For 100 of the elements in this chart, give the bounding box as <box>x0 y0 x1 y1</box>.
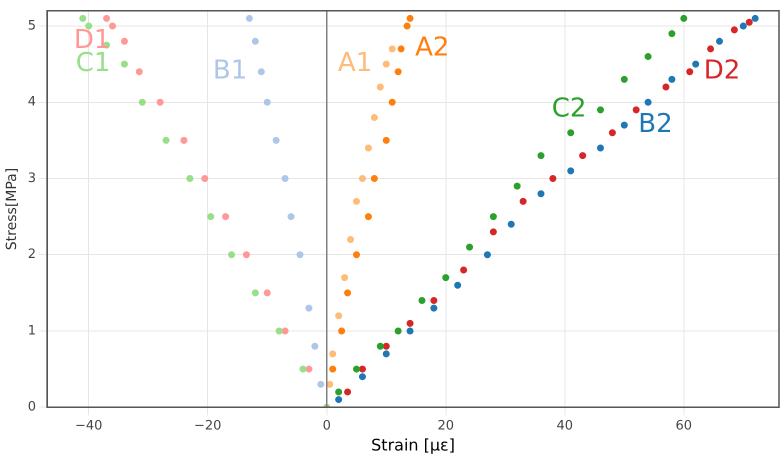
point <box>394 68 402 76</box>
point <box>296 251 304 258</box>
point <box>156 98 164 106</box>
point <box>608 129 616 136</box>
point <box>264 98 271 106</box>
y-tick-label: 2 <box>28 247 36 262</box>
point <box>490 213 497 220</box>
point <box>228 251 236 258</box>
point <box>252 289 259 296</box>
point <box>644 98 652 106</box>
point <box>382 342 390 350</box>
point <box>338 327 346 334</box>
point <box>382 350 390 358</box>
point <box>406 14 414 22</box>
y-tick-label: 1 <box>28 323 36 338</box>
point <box>394 327 402 334</box>
point <box>180 136 188 144</box>
point <box>370 175 378 182</box>
point <box>460 266 468 274</box>
point <box>276 327 283 334</box>
point <box>252 38 259 45</box>
point <box>430 304 438 312</box>
point <box>103 14 110 22</box>
point <box>335 312 342 320</box>
point <box>186 175 194 182</box>
point <box>353 251 360 258</box>
x-tick-label: 0 <box>322 418 331 434</box>
series-label: B1 <box>212 56 248 86</box>
point <box>398 45 405 52</box>
point <box>668 76 676 83</box>
point <box>707 45 714 52</box>
point <box>120 60 128 68</box>
series-label: B2 <box>638 108 673 139</box>
point <box>567 129 574 136</box>
point <box>549 175 556 182</box>
point <box>406 327 414 334</box>
x-tick-label: 40 <box>556 418 574 434</box>
point <box>344 388 352 396</box>
point <box>404 22 411 30</box>
point <box>644 53 652 60</box>
point <box>329 350 336 358</box>
point <box>537 190 544 198</box>
point <box>264 289 271 296</box>
point <box>201 175 208 182</box>
point <box>305 304 312 312</box>
x-tick-label: 60 <box>676 418 692 434</box>
point <box>716 38 723 45</box>
point <box>388 45 396 52</box>
point <box>358 175 366 182</box>
y-tick-label: 4 <box>28 94 36 110</box>
point <box>370 114 378 122</box>
point <box>344 289 352 296</box>
point <box>364 213 372 220</box>
x-tick-label: −20 <box>194 418 222 434</box>
point <box>246 14 253 22</box>
point <box>299 366 306 373</box>
point <box>282 327 289 334</box>
point <box>508 220 515 228</box>
point <box>120 38 128 45</box>
point <box>730 26 738 34</box>
point <box>620 76 628 83</box>
point <box>430 296 438 304</box>
point <box>317 380 324 388</box>
point <box>418 296 426 304</box>
point <box>520 198 527 205</box>
series-label: A2 <box>415 32 450 63</box>
point <box>514 182 521 190</box>
point <box>364 144 372 152</box>
point <box>353 366 360 373</box>
point <box>258 68 265 76</box>
point <box>740 22 747 30</box>
point <box>138 98 146 106</box>
point <box>567 167 574 174</box>
x-tick-label: 20 <box>437 418 454 434</box>
point <box>222 213 230 220</box>
point <box>311 342 318 350</box>
point <box>358 373 366 380</box>
point <box>382 60 390 68</box>
point <box>329 366 336 373</box>
point <box>242 251 250 258</box>
point <box>382 136 390 144</box>
point <box>596 106 604 114</box>
point <box>207 213 214 220</box>
point <box>466 244 474 251</box>
point <box>680 14 688 22</box>
point <box>490 228 497 236</box>
point <box>484 251 491 258</box>
point <box>109 22 116 30</box>
series-label: A1 <box>338 48 372 78</box>
point <box>388 98 396 106</box>
point <box>376 342 384 350</box>
point <box>358 366 366 373</box>
series-label: C2 <box>552 94 586 124</box>
point <box>752 14 759 22</box>
point <box>620 122 628 129</box>
point <box>162 136 170 144</box>
point <box>341 274 348 282</box>
point <box>442 274 450 282</box>
point <box>668 30 676 38</box>
point <box>596 144 604 152</box>
